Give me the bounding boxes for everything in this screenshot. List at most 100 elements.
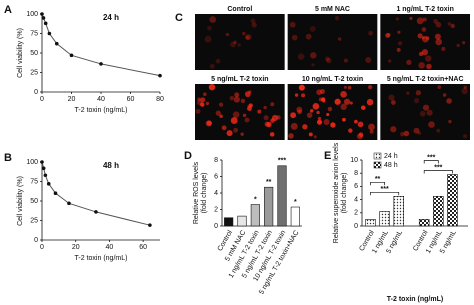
cell [209, 63, 215, 69]
y-axis-label-line: Relative superoxide anion levels [333, 142, 340, 243]
cell [388, 94, 395, 101]
cell [245, 35, 250, 40]
cell [294, 93, 299, 97]
cell [301, 93, 306, 98]
cell [244, 117, 250, 123]
cell [225, 32, 230, 37]
cell [419, 110, 426, 117]
cell [425, 36, 430, 40]
y-axis-label: Relative ROS levels(fold change) [193, 161, 208, 224]
x-tick-label: 60 [139, 244, 147, 251]
cell [348, 128, 353, 133]
cell [406, 59, 412, 66]
cell [251, 22, 257, 28]
cell [257, 109, 262, 114]
cell [233, 40, 237, 44]
cell [343, 98, 351, 105]
cell [230, 117, 238, 124]
cell [334, 98, 341, 105]
cell [205, 101, 210, 106]
cell [317, 116, 322, 121]
cell [397, 41, 403, 46]
cell [365, 57, 372, 64]
cell [204, 35, 212, 43]
micrograph [195, 14, 285, 70]
cell [395, 17, 400, 21]
y-tick-label: 6 [354, 183, 358, 190]
significance: ** [266, 179, 272, 186]
point [67, 201, 71, 206]
y-tick-label: 25 [30, 217, 38, 224]
significance: *** [278, 158, 286, 165]
panel-letter: D [184, 150, 192, 162]
point [94, 210, 98, 214]
cell [206, 25, 212, 31]
cell [269, 132, 275, 137]
bar [447, 174, 458, 227]
bar [264, 186, 274, 227]
cell [240, 132, 244, 136]
x-axis-label: T-2 toxin (ng/mL) [387, 296, 443, 303]
cell [349, 101, 353, 105]
bracket [370, 191, 400, 196]
bar [224, 217, 234, 227]
cell [310, 109, 314, 113]
x-axis-label: T-2 toxin (ng/mL) [75, 107, 128, 114]
point [53, 191, 58, 195]
cell [226, 130, 233, 137]
micrograph [287, 84, 378, 140]
image-label: 5 ng/mL T-2 toxin [211, 76, 268, 83]
image-label: 10 ng/mL T-2 toxin [302, 76, 363, 83]
cell [342, 117, 346, 122]
cell [296, 106, 303, 113]
x-tick-label: 20 [68, 96, 76, 103]
micrograph [287, 14, 378, 70]
micrograph [380, 14, 470, 70]
y-axis-label-line: Relative ROS levels [193, 161, 200, 224]
cell [316, 119, 323, 125]
cell [221, 125, 227, 131]
cell [276, 115, 281, 120]
cell [247, 106, 252, 111]
cell [266, 121, 272, 128]
y-tick-label: 25 [30, 69, 38, 76]
cell [230, 41, 236, 48]
cell [316, 89, 322, 96]
bar [365, 219, 376, 227]
cell [368, 84, 373, 90]
cell [219, 114, 223, 119]
cell [309, 109, 314, 113]
cell [441, 46, 446, 51]
cell [360, 105, 366, 110]
significance: ** [375, 176, 381, 183]
panel-letter: E [324, 150, 331, 162]
cell [448, 119, 452, 124]
image-label: 5 ng/mL T-2 toxin+NAC [387, 76, 464, 83]
cell [422, 104, 430, 111]
cell [290, 122, 298, 130]
cell [326, 57, 332, 64]
cell [403, 130, 410, 137]
cell [197, 97, 201, 102]
point [41, 16, 46, 20]
y-axis-label: Relative superoxide anion levels(fold ch… [333, 142, 348, 243]
point [41, 166, 46, 171]
y-axis-label-line: Cell viability (%) [17, 28, 24, 78]
bar [393, 196, 404, 227]
cell [195, 108, 201, 114]
cell [297, 53, 305, 60]
image-label: 1 ng/mL T-2 toxin [396, 6, 453, 13]
bar [290, 206, 300, 227]
cell [400, 132, 405, 137]
cell [263, 115, 269, 121]
cell [462, 41, 466, 45]
y-axis-label: Cell viability (%) [17, 28, 24, 78]
y-axis-label: Cell viability (%) [17, 176, 24, 226]
cell [270, 118, 275, 123]
y-tick-label: 100 [26, 11, 38, 18]
x-tick-label: 80 [156, 96, 164, 103]
y-tick-label: 0 [214, 223, 218, 230]
cell [415, 90, 422, 96]
cell [391, 100, 396, 105]
cell [366, 98, 374, 106]
